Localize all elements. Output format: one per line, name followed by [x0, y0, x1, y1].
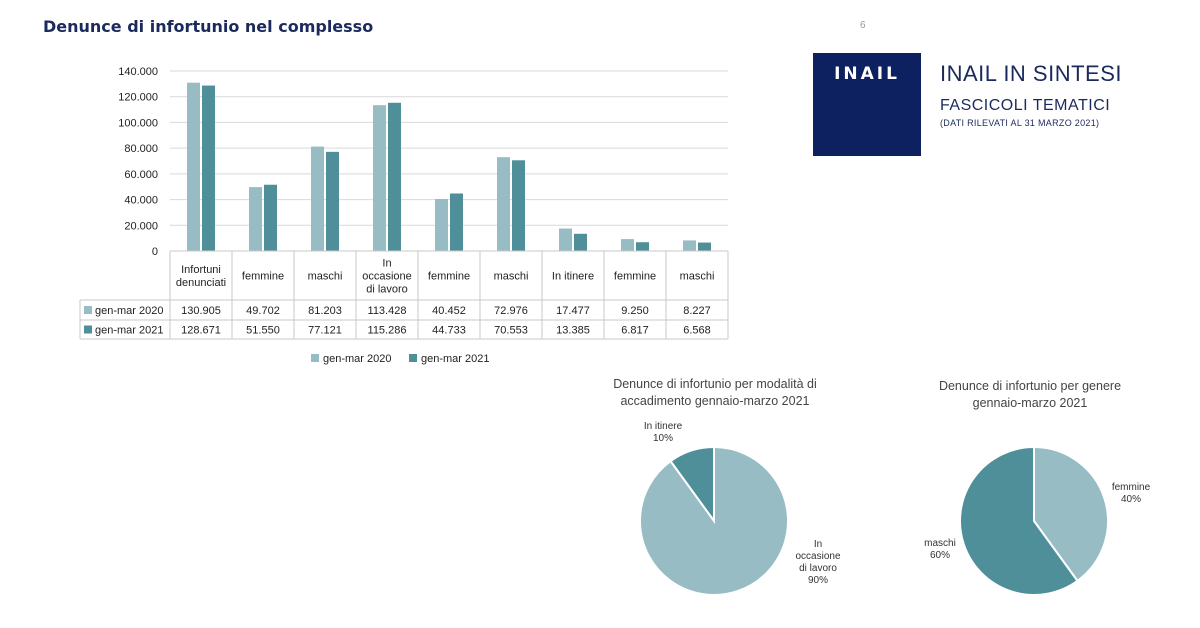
row-header-2020: gen-mar 2020 — [95, 305, 164, 317]
pie-chart-genere — [959, 445, 1109, 596]
bar-2021-0 — [202, 85, 215, 251]
y-tick-label: 0 — [152, 246, 158, 258]
y-tick-label: 80.000 — [124, 143, 158, 155]
pie2-title: Denunce di infortunio per genere gennaio-… — [938, 379, 1122, 410]
category-label: femmine — [242, 271, 284, 283]
category-label: femmine — [614, 271, 656, 283]
data-label: 72.976 — [494, 305, 528, 317]
bar-2021-3 — [388, 102, 401, 251]
bar-2020-1 — [249, 187, 262, 251]
pie-slice-maschi — [959, 445, 1079, 596]
category-label: femmine — [428, 271, 470, 283]
row-header-2021: gen-mar 2021 — [95, 325, 164, 337]
category-label: maschi — [308, 271, 343, 283]
logo-text: INAIL — [834, 64, 900, 84]
bar-2020-3 — [373, 105, 386, 251]
legend-label-2021: gen-mar 2021 — [421, 353, 490, 365]
pie-slice-in-occasione-di-lavoro — [639, 445, 789, 596]
bar-chart: 0 20.000 40.000 60.000 80.000 100.000 120.000 1… — [79, 66, 729, 365]
data-label: 6.568 — [683, 325, 711, 337]
bar-2021-5 — [512, 160, 525, 251]
data-label: 130.905 — [181, 305, 221, 317]
brand-subtitle: FASCICOLI TEMATICI — [940, 97, 1111, 114]
data-label: 70.553 — [494, 325, 528, 337]
y-tick-label: 40.000 — [124, 195, 158, 207]
y-tick-label: 120.000 — [118, 92, 158, 104]
y-tick-label: 20.000 — [124, 220, 158, 232]
pie1-label-in-occasione: In occasione di lavoro 90% — [795, 539, 841, 586]
bar-2021-4 — [450, 193, 463, 251]
data-label: 77.121 — [308, 325, 342, 337]
legend-key-2021 — [84, 325, 92, 334]
bar-2020-6 — [559, 228, 572, 251]
bar-2021-8 — [698, 242, 711, 251]
inail-logo: INAIL — [813, 53, 921, 156]
corner-mark: 6 — [860, 20, 866, 31]
category-label: In itinere — [552, 271, 594, 283]
category-label: maschi — [680, 271, 715, 283]
bar-2020-5 — [497, 157, 510, 251]
data-label: 13.385 — [556, 325, 590, 337]
legend-swatch-2021 — [409, 354, 417, 362]
data-label: 51.550 — [246, 325, 280, 337]
data-label: 9.250 — [621, 305, 649, 317]
data-label: 40.452 — [432, 305, 466, 317]
legend-key-2020 — [84, 306, 92, 314]
pie-chart-modalita — [639, 445, 789, 596]
bar-2020-4 — [435, 198, 448, 251]
data-label: 81.203 — [308, 305, 342, 317]
category-label: maschi — [494, 271, 529, 283]
data-label: 17.477 — [556, 305, 590, 317]
data-label: 113.428 — [368, 305, 407, 317]
bar-2020-0 — [187, 82, 200, 251]
y-tick-label: 60.000 — [124, 169, 158, 181]
y-tick-label: 140.000 — [118, 66, 158, 78]
bar-2021-6 — [574, 233, 587, 251]
brand-note: (DATI RILEVATI AL 31 MARZO 2021) — [940, 118, 1100, 128]
bar-2021-2 — [326, 151, 339, 251]
legend-label-2020: gen-mar 2020 — [323, 353, 392, 365]
bar-2021-1 — [264, 184, 277, 251]
data-label: 128.671 — [181, 325, 221, 337]
y-tick-label: 100.000 — [118, 117, 158, 129]
legend-swatch-2020 — [311, 354, 319, 362]
category-label: In occasione di lavoro — [362, 258, 412, 296]
pie1-title: Denunce di infortunio per modalità di acc… — [613, 377, 817, 408]
page-title: Denunce di infortunio nel complesso — [43, 17, 374, 36]
pie-slice-femmine — [1033, 445, 1109, 583]
pie2-label-maschi: maschi 60% — [924, 538, 956, 561]
brand-title: INAIL IN SINTESI — [940, 61, 1123, 86]
bar-2020-8 — [683, 240, 696, 251]
data-label: 44.733 — [432, 325, 466, 337]
category-label: Infortuni denunciati — [176, 264, 226, 289]
data-label: 8.227 — [683, 305, 711, 317]
pie2-label-femmine: femmine 40% — [1111, 482, 1151, 505]
bar-2020-7 — [621, 239, 634, 251]
data-label: 115.286 — [368, 325, 407, 337]
data-label: 6.817 — [621, 325, 649, 337]
pie1-label-in-itinere: In itinere 10% — [643, 421, 683, 444]
bar-2021-7 — [636, 242, 649, 251]
bar-2020-2 — [311, 146, 324, 251]
data-label: 49.702 — [246, 305, 280, 317]
